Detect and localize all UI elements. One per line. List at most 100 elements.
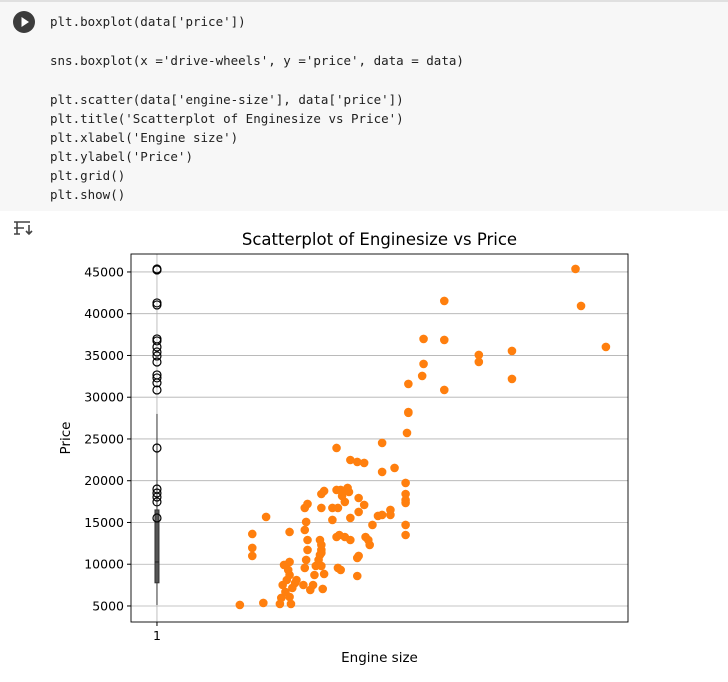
x-axis-label: Engine size <box>341 650 418 666</box>
scatter-point <box>300 563 310 573</box>
code-line: sns.boxplot(x ='drive-wheels', y ='price… <box>50 53 464 68</box>
y-tick-label: 10000 <box>84 557 124 572</box>
scatter-point <box>417 371 427 381</box>
scatter-point <box>303 499 312 509</box>
scatter-point <box>299 580 308 590</box>
box-flier <box>152 300 162 310</box>
scatter-point <box>319 569 329 579</box>
scatter-point <box>401 530 410 540</box>
box-flier <box>152 492 162 502</box>
scatter-point <box>332 532 341 542</box>
y-tick-label: 40000 <box>84 306 124 321</box>
scatter-point <box>354 493 363 503</box>
output-icon[interactable] <box>12 219 34 239</box>
scatter-point <box>292 575 301 585</box>
scatter-point <box>235 600 245 610</box>
chart-title: Scatterplot of Enginesize vs Price <box>242 230 517 249</box>
scatter-point <box>315 535 325 545</box>
code-line: plt.boxplot(data['price']) <box>50 14 246 29</box>
box-flier <box>152 373 162 383</box>
scatter-point <box>247 543 257 553</box>
scatter-point <box>247 551 257 561</box>
scatter-point <box>332 443 341 453</box>
scatter-point <box>276 593 286 603</box>
box-flier <box>152 357 162 367</box>
scatter-point <box>401 520 410 530</box>
scatter-point <box>404 408 413 418</box>
scatter-point <box>259 598 268 608</box>
code-line: plt.scatter(data['engine-size'], data['p… <box>50 92 404 107</box>
scatter-point <box>439 335 449 345</box>
scatter-point <box>401 478 410 488</box>
scatter-point <box>386 510 395 520</box>
scatter-point <box>318 584 328 594</box>
scatter-point <box>439 385 449 395</box>
box-flier <box>152 385 162 395</box>
scatter-point <box>401 489 410 499</box>
scatter-point <box>310 570 319 580</box>
y-tick-label: 25000 <box>84 431 124 446</box>
scatter-point <box>346 513 355 523</box>
scatter-point <box>401 498 410 508</box>
scatter-point <box>419 334 428 344</box>
scatter-point <box>344 487 354 497</box>
scatter-point <box>286 599 296 609</box>
box-flier <box>152 351 162 361</box>
code-cell: plt.boxplot(data['price']) sns.boxplot(x … <box>0 0 728 211</box>
box-flier <box>152 336 162 346</box>
scatter-point <box>368 520 377 530</box>
code-line: plt.grid() <box>50 168 126 183</box>
scatter-point <box>285 527 294 537</box>
y-tick-label: 20000 <box>84 473 124 488</box>
scatter-point <box>365 540 374 550</box>
box-flier <box>152 497 162 507</box>
scatter-point <box>247 529 257 539</box>
box-flier <box>152 513 162 523</box>
scatter-point <box>354 507 363 517</box>
scatter-point <box>359 458 369 468</box>
box-flier <box>152 347 162 357</box>
run-icon <box>21 17 29 27</box>
box-flier <box>152 378 162 388</box>
scatter-point <box>300 525 310 535</box>
scatter-point <box>404 379 413 389</box>
scatter-point <box>359 500 369 510</box>
scatter-point <box>352 571 362 581</box>
scatter-point <box>377 467 387 477</box>
scatter-point <box>303 545 312 555</box>
scatter-point <box>571 264 580 274</box>
code-line: plt.title('Scatterplot of Enginesize vs … <box>50 111 404 126</box>
scatter-point <box>328 515 337 525</box>
y-axis-label: Price <box>58 422 74 455</box>
scatter-point <box>346 455 355 465</box>
scatter-point <box>377 510 387 520</box>
scatter-point <box>301 555 311 565</box>
scatter-point <box>317 548 326 558</box>
scatter-point <box>285 557 294 567</box>
y-tick-label: 35000 <box>84 348 124 363</box>
scatter-point <box>576 301 586 311</box>
scatter-point <box>317 503 326 513</box>
code-line: plt.xlabel('Engine size') <box>50 130 239 145</box>
scatter-point <box>419 359 428 369</box>
scatter-point <box>352 457 362 467</box>
scatter-point <box>354 551 363 561</box>
box-flier <box>152 488 162 498</box>
code-line: plt.show() <box>50 187 126 202</box>
scatter-point <box>507 374 517 384</box>
scatter-point <box>308 580 318 590</box>
y-tick-label: 15000 <box>84 515 124 530</box>
y-tick-label: 30000 <box>84 390 124 405</box>
code-line: plt.ylabel('Price') <box>50 149 193 164</box>
scatter-point <box>377 438 387 448</box>
scatter-point <box>390 463 399 473</box>
scatter-point <box>261 512 271 522</box>
scatter-point <box>319 486 329 496</box>
box-flier <box>152 342 162 352</box>
scatter-point <box>439 296 449 306</box>
box-flier <box>152 265 162 275</box>
box <box>154 509 160 584</box>
run-button[interactable] <box>13 11 35 33</box>
y-tick-label: 45000 <box>84 264 124 279</box>
box-flier <box>152 443 162 453</box>
